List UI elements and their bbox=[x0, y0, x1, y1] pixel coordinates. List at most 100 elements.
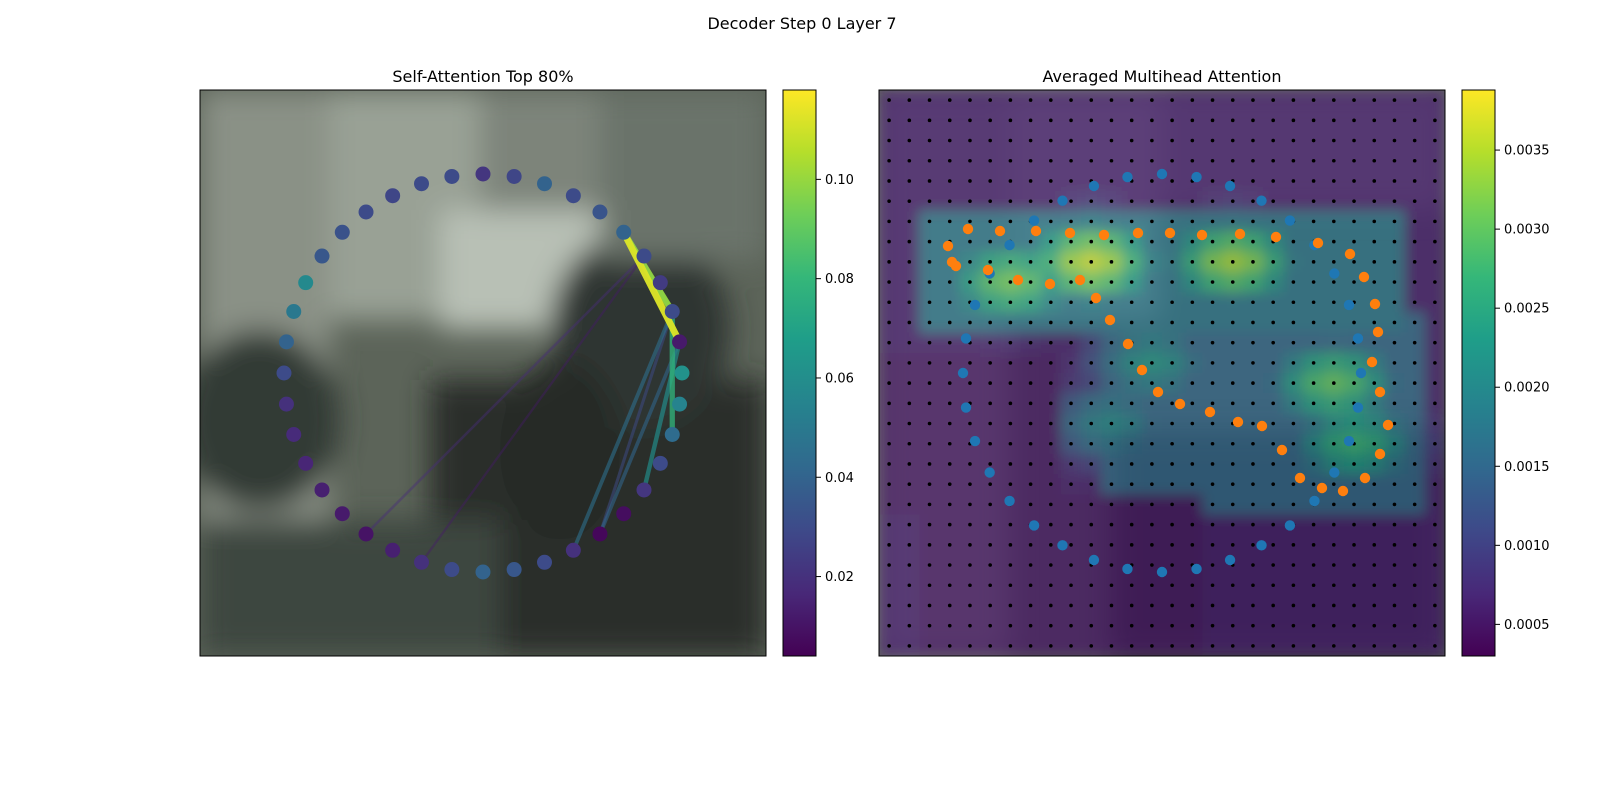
grid-dot bbox=[1392, 441, 1397, 446]
blue-point bbox=[1156, 566, 1168, 578]
grid-dot bbox=[1008, 138, 1013, 143]
grid-dot bbox=[1372, 623, 1377, 628]
grid-dot bbox=[1251, 179, 1255, 183]
grid-dot bbox=[1352, 118, 1356, 123]
grid-dot bbox=[1210, 219, 1215, 224]
blue-point bbox=[1256, 195, 1267, 206]
grid-dot bbox=[1311, 644, 1316, 648]
grid-dot bbox=[1251, 158, 1255, 163]
grid-dot bbox=[1190, 583, 1195, 588]
grid-dot bbox=[907, 361, 912, 365]
grid-dot bbox=[1069, 563, 1073, 567]
grid-dot bbox=[1311, 280, 1316, 284]
attention-node bbox=[664, 426, 680, 442]
grid-dot bbox=[1170, 118, 1174, 123]
grid-dot bbox=[1271, 401, 1275, 406]
grid-dot bbox=[1412, 340, 1417, 345]
grid-dot bbox=[1028, 320, 1033, 325]
orange-point bbox=[982, 264, 994, 276]
grid-dot bbox=[1190, 462, 1195, 466]
grid-dot bbox=[1109, 401, 1114, 406]
grid-dot bbox=[1412, 623, 1417, 628]
grid-dot bbox=[907, 300, 912, 305]
grid-dot bbox=[1251, 98, 1255, 102]
grid-dot bbox=[1049, 421, 1053, 426]
attention-node bbox=[278, 334, 294, 350]
grid-dot bbox=[1392, 401, 1397, 406]
grid-dot bbox=[1392, 522, 1397, 527]
grid-dot bbox=[1332, 300, 1336, 305]
grid-dot bbox=[1412, 441, 1417, 446]
right-colorbar-tick-label: 0.0020 bbox=[1504, 381, 1550, 396]
grid-dot bbox=[1049, 300, 1053, 305]
grid-dot bbox=[1251, 219, 1255, 224]
grid-dot bbox=[1129, 199, 1134, 203]
grid-dot bbox=[927, 401, 932, 406]
grid-dot bbox=[1412, 462, 1417, 466]
grid-dot bbox=[1412, 219, 1417, 224]
grid-dot bbox=[1291, 583, 1296, 588]
grid-dot bbox=[1412, 300, 1417, 305]
grid-dot bbox=[1433, 118, 1437, 123]
grid-dot bbox=[1089, 603, 1094, 608]
grid-dot bbox=[1372, 583, 1377, 588]
grid-dot bbox=[1352, 563, 1356, 567]
grid-dot bbox=[1332, 421, 1336, 426]
grid-dot bbox=[1412, 361, 1417, 365]
grid-dot bbox=[1372, 441, 1377, 446]
grid-dot bbox=[988, 482, 992, 486]
grid-dot bbox=[1170, 563, 1174, 567]
orange-point bbox=[1372, 326, 1384, 338]
grid-dot bbox=[927, 421, 932, 426]
blue-point bbox=[1355, 367, 1367, 379]
blue-point bbox=[1057, 540, 1068, 551]
attention-node bbox=[475, 564, 491, 580]
grid-dot bbox=[1150, 280, 1154, 284]
grid-dot bbox=[1291, 644, 1296, 648]
grid-dot bbox=[1392, 482, 1397, 486]
grid-dot bbox=[1332, 320, 1336, 325]
grid-dot bbox=[1230, 320, 1235, 325]
grid-dot bbox=[988, 340, 992, 345]
grid-dot bbox=[1291, 441, 1296, 446]
grid-dot bbox=[887, 563, 891, 567]
grid-dot bbox=[1210, 563, 1215, 567]
orange-point bbox=[1369, 298, 1381, 310]
heatmap-cells bbox=[879, 90, 1445, 656]
grid-dot bbox=[1049, 320, 1053, 325]
grid-dot bbox=[1008, 199, 1013, 203]
grid-dot bbox=[1129, 543, 1134, 547]
grid-dot bbox=[1210, 583, 1215, 588]
grid-dot bbox=[1251, 644, 1255, 648]
grid-dot bbox=[1372, 239, 1377, 244]
grid-dot bbox=[1291, 563, 1296, 567]
grid-dot bbox=[1210, 522, 1215, 527]
grid-dot bbox=[1210, 543, 1215, 547]
grid-dot bbox=[1291, 300, 1296, 305]
attention-node bbox=[358, 526, 374, 542]
grid-dot bbox=[1372, 644, 1377, 648]
grid-dot bbox=[1311, 441, 1316, 446]
grid-dot bbox=[947, 361, 952, 365]
grid-dot bbox=[968, 462, 972, 466]
grid-dot bbox=[887, 401, 891, 406]
grid-dot bbox=[1028, 260, 1033, 264]
orange-point bbox=[1152, 386, 1164, 398]
grid-dot bbox=[1392, 260, 1397, 264]
grid-dot bbox=[907, 583, 912, 588]
attention-node bbox=[334, 224, 350, 240]
grid-dot bbox=[947, 623, 952, 628]
right-colorbar: 0.0005 0.0010 0.0015 0.0020 0.0025 0.0030 0.00… bbox=[1461, 89, 1550, 657]
grid-dot bbox=[1028, 239, 1033, 244]
grid-dot bbox=[1150, 300, 1154, 305]
grid-dot bbox=[1271, 260, 1275, 264]
grid-dot bbox=[1433, 300, 1437, 305]
grid-dot bbox=[1210, 118, 1215, 123]
grid-dot bbox=[968, 482, 972, 486]
grid-dot bbox=[1170, 401, 1174, 406]
grid-dot bbox=[1271, 644, 1275, 648]
attention-node bbox=[672, 334, 688, 350]
grid-dot bbox=[927, 199, 932, 203]
grid-dot bbox=[1028, 583, 1033, 588]
grid-dot bbox=[1069, 623, 1073, 628]
